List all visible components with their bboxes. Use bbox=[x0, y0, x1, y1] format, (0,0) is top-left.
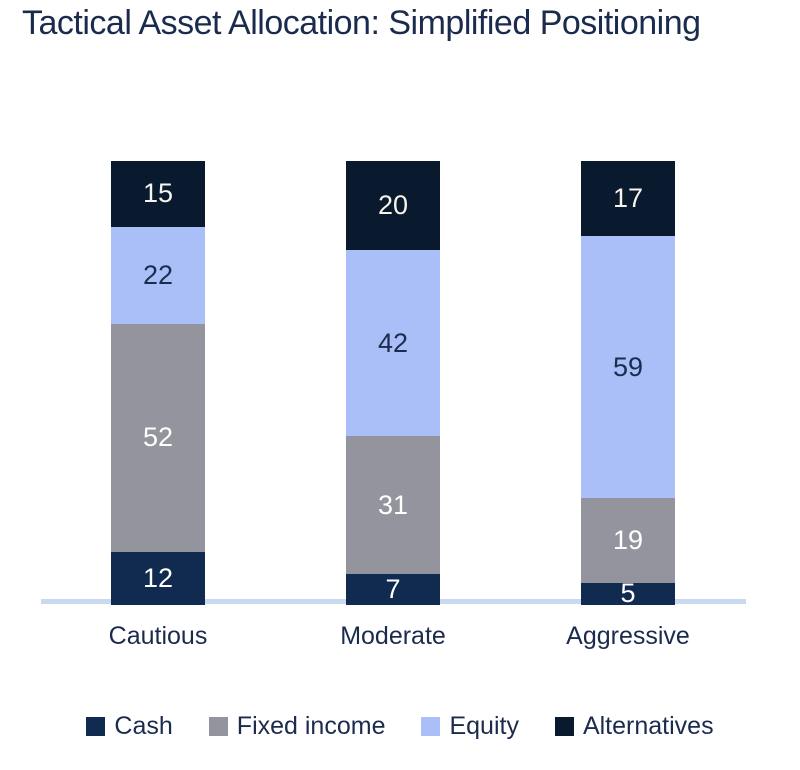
bar-segment-alternatives-moderate: 20 bbox=[346, 161, 440, 250]
legend-item-equity: Equity bbox=[421, 712, 519, 741]
category-label-aggressive: Aggressive bbox=[566, 622, 690, 650]
bar-segment-equity-aggressive: 59 bbox=[581, 236, 675, 499]
bar-segment-alternatives-aggressive: 17 bbox=[581, 161, 675, 237]
chart-title: Tactical Asset Allocation: Simplified Po… bbox=[22, 4, 701, 42]
bar-segment-fixed-income-cautious: 52 bbox=[111, 323, 205, 553]
legend-item-fixed-income: Fixed income bbox=[208, 712, 386, 741]
legend-label-cash: Cash bbox=[114, 712, 173, 740]
legend-swatch-cash bbox=[86, 717, 106, 736]
legend-item-cash: Cash bbox=[86, 712, 173, 741]
bar-segment-fixed-income-aggressive: 19 bbox=[581, 498, 675, 583]
legend-label-fixed-income: Fixed income bbox=[236, 712, 386, 740]
bar-cautious: 15 22 52 12 bbox=[111, 161, 205, 605]
bar-aggressive: 17 59 19 5 bbox=[581, 161, 675, 607]
legend-swatch-equity bbox=[421, 717, 441, 736]
legend-label-alternatives: Alternatives bbox=[582, 712, 714, 740]
legend-item-alternatives: Alternatives bbox=[554, 712, 714, 741]
bar-segment-cash-moderate: 7 bbox=[346, 573, 440, 605]
category-label-moderate: Moderate bbox=[340, 622, 446, 650]
legend: Cash Fixed income Equity Alternatives bbox=[0, 712, 800, 741]
category-label-cautious: Cautious bbox=[108, 622, 208, 650]
bar-segment-equity-cautious: 22 bbox=[111, 226, 205, 324]
legend-swatch-alternatives bbox=[554, 717, 574, 736]
bar-segment-cash-cautious: 12 bbox=[111, 552, 205, 605]
bar-segment-fixed-income-moderate: 31 bbox=[346, 436, 440, 574]
bar-moderate: 20 42 31 7 bbox=[346, 161, 440, 605]
bar-segment-cash-aggressive: 5 bbox=[581, 580, 675, 607]
legend-swatch-fixed-income bbox=[208, 717, 228, 736]
legend-label-equity: Equity bbox=[449, 712, 519, 740]
bar-segment-equity-moderate: 42 bbox=[346, 249, 440, 437]
bar-segment-alternatives-cautious: 15 bbox=[111, 161, 205, 227]
